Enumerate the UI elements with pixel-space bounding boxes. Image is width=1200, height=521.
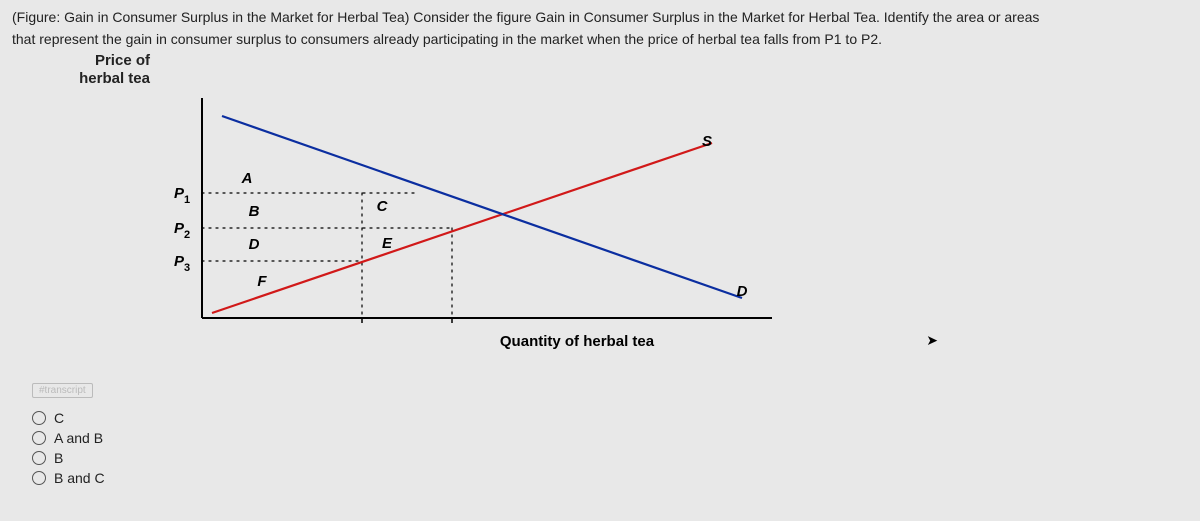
- y-axis-title: Price of herbal tea: [30, 52, 150, 87]
- option-label: A and B: [54, 430, 103, 446]
- svg-text:E: E: [382, 235, 393, 252]
- question-line-2: that represent the gain in consumer surp…: [12, 30, 1188, 48]
- svg-text:D: D: [737, 283, 748, 300]
- chart-svg: P1P2P3ABCDEFSDQuantity of herbal tea: [132, 88, 812, 368]
- option-label: C: [54, 410, 64, 426]
- radio-icon: [32, 451, 46, 465]
- question-line-1: (Figure: Gain in Consumer Surplus in the…: [12, 8, 1188, 26]
- svg-text:2: 2: [184, 229, 190, 241]
- option-b-and-c[interactable]: B and C: [32, 470, 1188, 486]
- option-label: B: [54, 450, 63, 466]
- svg-text:1: 1: [184, 194, 190, 206]
- svg-text:B: B: [249, 203, 260, 220]
- svg-text:A: A: [241, 170, 253, 187]
- svg-text:F: F: [257, 273, 267, 290]
- y-axis-title-l1: Price of: [30, 52, 150, 69]
- svg-text:3: 3: [184, 262, 190, 274]
- y-axis-title-l2: herbal tea: [30, 70, 150, 87]
- answer-block: #transcript C A and B B B and C: [32, 380, 1188, 486]
- option-b[interactable]: B: [32, 450, 1188, 466]
- svg-text:D: D: [249, 236, 260, 253]
- transcript-badge: #transcript: [32, 383, 93, 398]
- radio-icon: [32, 471, 46, 485]
- chart-container: Price of herbal tea P1P2P3ABCDEFSDQuanti…: [12, 52, 1188, 362]
- option-label: B and C: [54, 470, 105, 486]
- option-a-and-b[interactable]: A and B: [32, 430, 1188, 446]
- svg-text:S: S: [702, 133, 712, 150]
- cursor-icon: ➤: [926, 332, 938, 349]
- svg-text:C: C: [377, 198, 389, 215]
- radio-icon: [32, 431, 46, 445]
- option-c[interactable]: C: [32, 410, 1188, 426]
- svg-text:Quantity of herbal tea: Quantity of herbal tea: [500, 333, 655, 350]
- radio-icon: [32, 411, 46, 425]
